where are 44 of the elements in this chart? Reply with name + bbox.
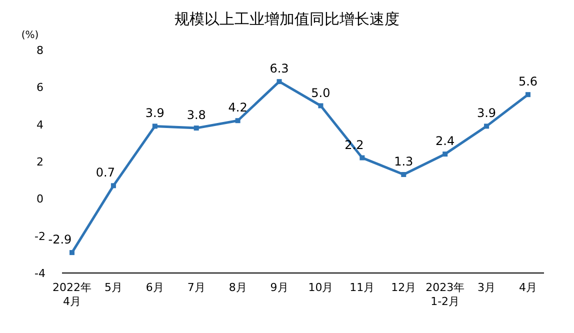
x-tick-label: 2022年 4月	[52, 281, 92, 308]
x-tick-label: 2023年 1-2月	[426, 281, 465, 308]
text: 3.8	[186, 108, 206, 122]
x-tick-label: 4月	[519, 281, 537, 294]
x-tick-label: 5月	[104, 281, 122, 294]
point	[360, 155, 365, 160]
text: 3.9	[477, 106, 496, 120]
text: 4.2	[228, 100, 248, 115]
text: 1.3	[394, 154, 414, 169]
y-tick-label: -4	[34, 267, 46, 280]
y-axis-title: (%)	[21, 30, 39, 41]
y-tick-label: 2	[36, 156, 44, 168]
text: 3.9	[145, 106, 164, 120]
y-tick-label: 6	[36, 81, 44, 94]
y-tick-label: -2	[34, 230, 46, 243]
x-tick-label: 6月	[146, 281, 164, 294]
x-tick-label: 7月	[187, 281, 206, 294]
x-tick-label: 9月	[270, 281, 288, 294]
text: -2.9	[48, 232, 72, 247]
x-tick-label: 10月	[308, 281, 334, 294]
point	[70, 250, 74, 256]
text: 0.7	[96, 166, 115, 180]
chart-title: 规模以上工业增加值同比增长速度	[174, 10, 400, 28]
point	[484, 124, 490, 129]
point	[235, 118, 240, 124]
x-tick-label: 3月	[478, 281, 496, 294]
point	[318, 103, 324, 108]
y-tick-label: 0	[36, 192, 44, 206]
y-tick-label: 8	[36, 44, 44, 57]
point	[110, 183, 116, 188]
text: 2.4	[436, 134, 455, 148]
text: 6.3	[270, 62, 289, 76]
point	[152, 124, 158, 129]
point	[401, 172, 406, 178]
y-tick-label: 4	[36, 118, 44, 132]
point	[526, 92, 530, 98]
x-tick-label: 11月	[350, 281, 375, 294]
point	[194, 126, 199, 131]
x-tick-label: 8月	[228, 281, 247, 294]
x-tick-label: 12月	[391, 281, 416, 294]
point	[276, 79, 282, 84]
text: 5.0	[311, 86, 330, 100]
point	[442, 152, 448, 157]
text: 5.6	[518, 74, 538, 89]
